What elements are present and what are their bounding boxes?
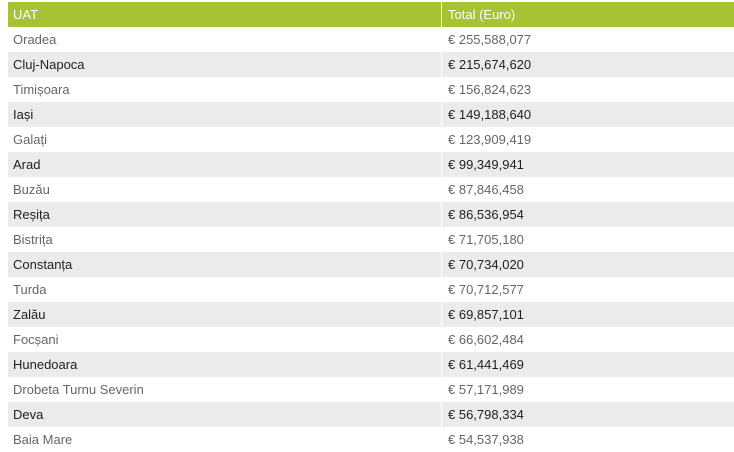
total-euro-cell: € 61,441,469: [442, 352, 734, 377]
uat-name-cell: Galați: [8, 127, 442, 152]
total-euro-cell: € 86,536,954: [442, 202, 734, 227]
total-euro-cell: € 54,537,938: [442, 427, 734, 452]
uat-name-cell: Drobeta Turnu Severin: [8, 377, 442, 402]
uat-name-cell: Baia Mare: [8, 427, 442, 452]
table-row: Bistrița € 71,705,180: [8, 227, 734, 252]
uat-name-cell: Hunedoara: [8, 352, 442, 377]
total-euro-cell: € 56,798,334: [442, 402, 734, 427]
uat-name-cell: Constanța: [8, 252, 442, 277]
column-header-uat: UAT: [8, 2, 442, 27]
table-row: Arad € 99,349,941: [8, 152, 734, 177]
uat-name-cell: Cluj-Napoca: [8, 52, 442, 77]
uat-table: UAT Total (Euro) Oradea € 255,588,077 Cluj…: [8, 2, 734, 452]
uat-name-cell: Turda: [8, 277, 442, 302]
table-row: Hunedoara € 61,441,469: [8, 352, 734, 377]
uat-name-cell: Arad: [8, 152, 442, 177]
uat-name-cell: Oradea: [8, 27, 442, 52]
column-header-total: Total (Euro): [442, 2, 734, 27]
table-row: Baia Mare € 54,537,938: [8, 427, 734, 452]
uat-name-cell: Zalău: [8, 302, 442, 327]
uat-name-cell: Focșani: [8, 327, 442, 352]
uat-name-cell: Iași: [8, 102, 442, 127]
table-row: Turda € 70,712,577: [8, 277, 734, 302]
total-euro-cell: € 70,734,020: [442, 252, 734, 277]
uat-name-cell: Buzău: [8, 177, 442, 202]
total-euro-cell: € 255,588,077: [442, 27, 734, 52]
total-euro-cell: € 71,705,180: [442, 227, 734, 252]
table-row: Iași € 149,188,640: [8, 102, 734, 127]
table-row: Galați € 123,909,419: [8, 127, 734, 152]
table-row: Oradea € 255,588,077: [8, 27, 734, 52]
table-row: Focșani € 66,602,484: [8, 327, 734, 352]
table-body: Oradea € 255,588,077 Cluj-Napoca € 215,674,…: [8, 27, 734, 452]
table-header-row: UAT Total (Euro): [8, 2, 734, 27]
total-euro-cell: € 87,846,458: [442, 177, 734, 202]
table-row: Zalău € 69,857,101: [8, 302, 734, 327]
table-row: Cluj-Napoca € 215,674,620: [8, 52, 734, 77]
table-row: Buzău € 87,846,458: [8, 177, 734, 202]
table-row: Deva € 56,798,334: [8, 402, 734, 427]
table-row: Drobeta Turnu Severin € 57,171,989: [8, 377, 734, 402]
total-euro-cell: € 215,674,620: [442, 52, 734, 77]
total-euro-cell: € 99,349,941: [442, 152, 734, 177]
total-euro-cell: € 69,857,101: [442, 302, 734, 327]
total-euro-cell: € 57,171,989: [442, 377, 734, 402]
table-row: Reșița € 86,536,954: [8, 202, 734, 227]
uat-name-cell: Reșița: [8, 202, 442, 227]
table-row: Constanța € 70,734,020: [8, 252, 734, 277]
uat-name-cell: Deva: [8, 402, 442, 427]
total-euro-cell: € 66,602,484: [442, 327, 734, 352]
total-euro-cell: € 123,909,419: [442, 127, 734, 152]
total-euro-cell: € 70,712,577: [442, 277, 734, 302]
total-euro-cell: € 156,824,623: [442, 77, 734, 102]
table-row: Timișoara € 156,824,623: [8, 77, 734, 102]
uat-name-cell: Bistrița: [8, 227, 442, 252]
uat-name-cell: Timișoara: [8, 77, 442, 102]
total-euro-cell: € 149,188,640: [442, 102, 734, 127]
